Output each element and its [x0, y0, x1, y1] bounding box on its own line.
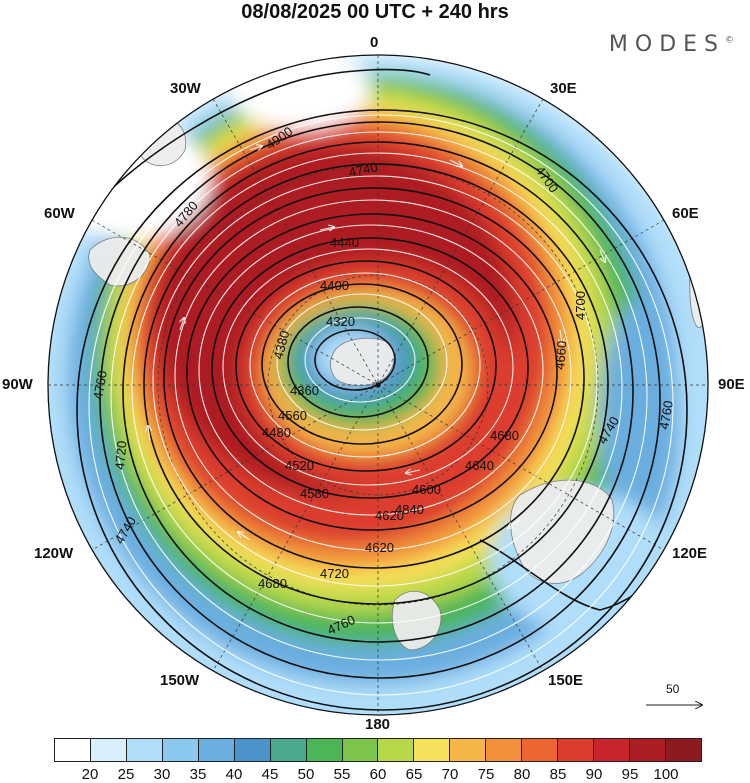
- colorbar-swatch: [198, 739, 235, 761]
- map-boundary: [47, 54, 709, 716]
- colorbar-swatch: [522, 739, 559, 761]
- colorbar-swatch: [414, 739, 451, 761]
- contour-label: 4480: [262, 425, 291, 440]
- colorbar-tick-label: 90: [585, 766, 603, 783]
- colorbar-tick-label: 20: [81, 766, 99, 783]
- lon-label-120e: 120E: [672, 545, 708, 562]
- lon-label-150e: 150E: [548, 672, 584, 689]
- lon-label-120w: 120W: [34, 545, 74, 562]
- contour-label: 4660: [552, 340, 569, 370]
- lon-label-90e: 90E: [718, 376, 745, 393]
- colorbar-swatch: [630, 739, 666, 761]
- lon-label-0: 0: [370, 34, 379, 51]
- colorbar-swatch: [55, 739, 91, 761]
- colorbar-tick-label: 85: [549, 766, 567, 783]
- brand-logo: MODES©: [608, 32, 734, 57]
- colorbar-swatch: [306, 739, 343, 761]
- lon-label-30e: 30E: [550, 80, 577, 97]
- map-title: 08/08/2025 00 UTC + 240 hrs: [241, 1, 509, 23]
- wind-streamlines: [88, 114, 674, 696]
- colorbar: [54, 738, 702, 762]
- contour-label: 4520: [285, 458, 314, 473]
- contour-label: 4320: [326, 314, 355, 329]
- colorbar-tick-label: 50: [297, 766, 315, 783]
- colorbar-tick-label: 45: [261, 766, 279, 783]
- lon-label-150w: 150W: [160, 672, 200, 689]
- colorbar-swatch: [486, 739, 523, 761]
- contour-label: 4760: [656, 399, 676, 430]
- pole-marker: [375, 382, 381, 388]
- colorbar-swatch: [90, 739, 127, 761]
- contour-label: 4380: [270, 329, 292, 361]
- colorbar-swatch: [594, 739, 630, 761]
- wind-speed-field: 4900 4740 4780 4720 4760 4740 4620 4600 …: [48, 55, 708, 715]
- contour-label: 4600: [412, 482, 441, 497]
- colorbar-tick-label: 75: [477, 766, 495, 783]
- colorbar-tick-label: 70: [441, 766, 459, 783]
- colorbar-tick-label: 40: [225, 766, 243, 783]
- colorbar-tick-label: 65: [405, 766, 423, 783]
- colorbar-tick-label: 95: [621, 766, 639, 783]
- colorbar-swatch: [162, 739, 199, 761]
- lon-label-90w: 90W: [2, 376, 33, 393]
- contour-label: 4360: [290, 383, 319, 398]
- contour-label: 4620: [375, 508, 404, 523]
- colorbar-swatch: [450, 739, 487, 761]
- contour-label: 4720: [320, 566, 349, 581]
- contour-label: 4440: [330, 235, 359, 250]
- contour-label: 4680: [490, 428, 519, 443]
- colorbar-tick-label: 100: [653, 766, 679, 783]
- colorbar-swatch: [342, 739, 379, 761]
- lon-label-60e: 60E: [672, 205, 699, 222]
- colorbar-tick-label: 30: [153, 766, 171, 783]
- contour-label: 4700: [573, 291, 588, 320]
- colorbar-tick-label: 25: [117, 766, 135, 783]
- contour-label: 4760: [90, 369, 110, 400]
- lon-label-180: 180: [365, 716, 391, 733]
- lon-label-60w: 60W: [44, 205, 75, 222]
- colorbar-tick-labels: 20 25 30 35 40 45 50 55 60 65 70 75 80 85 90 95 100: [0, 766, 750, 783]
- lon-label-30w: 30W: [170, 80, 201, 97]
- colorbar-tick-label: 35: [189, 766, 207, 783]
- contour-label: 4560: [278, 408, 307, 423]
- contour-label: 4620: [365, 540, 394, 555]
- wind-scale-label: 50: [666, 682, 680, 696]
- colorbar-swatch: [665, 739, 701, 761]
- contour-label: 4400: [320, 278, 349, 293]
- colorbar-tick-label: 55: [333, 766, 351, 783]
- contour-label: 4640: [465, 458, 494, 473]
- contour-label: 4740: [348, 159, 379, 180]
- colorbar-swatch: [558, 739, 595, 761]
- contour-label: 4680: [258, 576, 287, 591]
- contour-label: 4580: [300, 486, 329, 501]
- contour-label: 4720: [112, 440, 129, 470]
- colorbar-swatch: [378, 739, 415, 761]
- colorbar-tick-label: 80: [513, 766, 531, 783]
- colorbar-swatch: [126, 739, 163, 761]
- colorbar-swatch: [270, 739, 307, 761]
- colorbar-tick-label: 60: [369, 766, 387, 783]
- contour-label: 4840: [395, 502, 424, 517]
- colorbar-swatch: [234, 739, 271, 761]
